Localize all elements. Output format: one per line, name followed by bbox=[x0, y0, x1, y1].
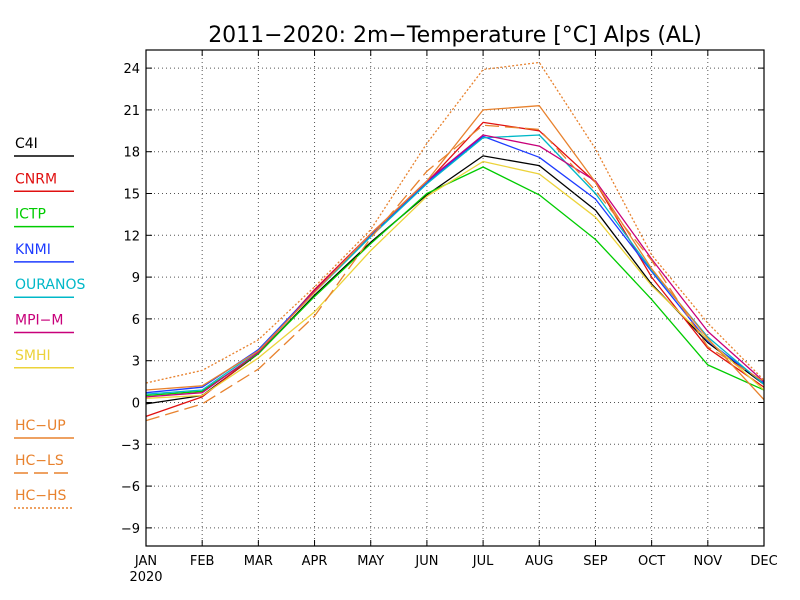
legend-label: ICTP bbox=[15, 207, 46, 223]
legend-label: HC−HS bbox=[15, 488, 67, 504]
y-tick-label: −3 bbox=[121, 438, 140, 453]
x-tick-label: OCT bbox=[638, 554, 665, 569]
series-line bbox=[145, 135, 765, 394]
y-tick-label: 24 bbox=[123, 62, 140, 77]
legend-label: MPI−M bbox=[15, 313, 63, 329]
legend-label: OURANOS bbox=[15, 277, 85, 293]
legend-label: C4I bbox=[15, 136, 38, 152]
series-line bbox=[145, 121, 765, 418]
series-line bbox=[145, 124, 765, 422]
chart-title: 2011−2020: 2m−Temperature [°C] Alps (AL) bbox=[208, 23, 702, 48]
y-tick-label: 18 bbox=[123, 146, 140, 161]
legend-label: HC−LS bbox=[15, 453, 64, 469]
y-tick-label: 21 bbox=[123, 104, 140, 119]
x-tick-label: FEB bbox=[190, 554, 215, 569]
x-tick-label: MAR bbox=[244, 554, 273, 569]
y-tick-label: −6 bbox=[121, 480, 140, 495]
series-line bbox=[145, 61, 765, 384]
legend-label: HC−UP bbox=[15, 418, 66, 434]
y-tick-label: 15 bbox=[123, 188, 140, 203]
x-tick-label: JUL bbox=[472, 554, 494, 569]
x-year-label: 2020 bbox=[129, 570, 162, 585]
legend: C4I CNRM ICTP KNMI OURANOS MPI−M SMHI HC−UP HC−L… bbox=[14, 136, 85, 509]
series-line bbox=[145, 105, 765, 401]
y-tick-label: 6 bbox=[132, 313, 140, 328]
x-tick-label: SEP bbox=[583, 554, 607, 569]
legend-label: KNMI bbox=[15, 242, 51, 258]
series-line bbox=[145, 134, 765, 395]
x-tick-label: MAY bbox=[357, 554, 384, 569]
y-tick-label: 3 bbox=[132, 355, 140, 370]
x-tick-label: DEC bbox=[750, 554, 777, 569]
plot-frame bbox=[145, 49, 765, 547]
legend-label: SMHI bbox=[15, 348, 51, 364]
legend-label: CNRM bbox=[15, 171, 57, 187]
grid bbox=[146, 50, 764, 546]
x-tick-label: APR bbox=[302, 554, 328, 569]
series-lines bbox=[145, 61, 765, 422]
axis-ticks: 24 21 18 15 12 9 6 3 0 −3 −6 −9 JAN FEB MAR APR MAY JUN JU… bbox=[121, 50, 778, 585]
series-line bbox=[145, 134, 765, 398]
x-tick-label: AUG bbox=[525, 554, 553, 569]
y-tick-label: 9 bbox=[132, 271, 140, 286]
x-tick-label: NOV bbox=[694, 554, 723, 569]
series-line bbox=[145, 166, 765, 397]
y-tick-label: 0 bbox=[132, 396, 140, 411]
y-tick-label: −9 bbox=[121, 522, 140, 537]
series-line bbox=[145, 160, 765, 399]
x-tick-label: JAN bbox=[134, 554, 157, 569]
x-tick-label: JUN bbox=[414, 554, 438, 569]
y-tick-label: 12 bbox=[123, 229, 140, 244]
